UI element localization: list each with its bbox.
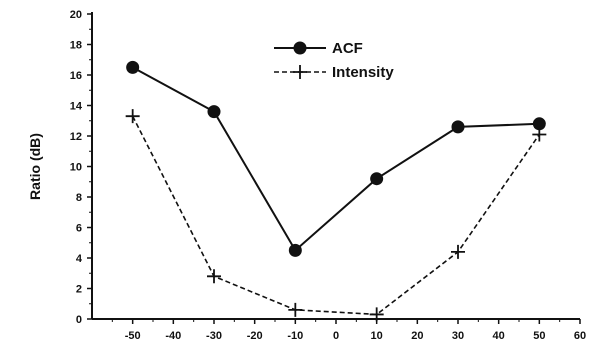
x-tick-label: 40: [493, 330, 505, 342]
y-tick-label: 2: [76, 284, 82, 296]
x-tick-label: 30: [452, 330, 464, 342]
x-tick-label: 50: [533, 330, 545, 342]
data-point-intensity: [532, 127, 547, 142]
y-tick-label: 8: [76, 192, 82, 204]
legend-marker-intensity: [293, 65, 307, 79]
y-tick-label: 16: [70, 70, 82, 82]
legend-label-intensity: Intensity: [332, 64, 394, 81]
x-tick-label: 10: [371, 330, 383, 342]
y-tick-label: 14: [70, 101, 83, 113]
x-tick-label: 20: [411, 330, 423, 342]
legend-marker-acf: [293, 41, 307, 55]
data-point-acf: [288, 243, 302, 257]
data-point-intensity: [451, 244, 465, 259]
y-tick-label: 18: [70, 40, 82, 52]
data-point-acf: [207, 105, 221, 119]
data-point-intensity: [369, 307, 384, 322]
y-axis-label: Ratio (dB): [27, 133, 43, 200]
x-tick-label: -50: [125, 330, 141, 342]
data-point-acf: [451, 120, 465, 134]
y-tick-label: 4: [76, 253, 83, 265]
data-point-intensity: [288, 302, 303, 317]
y-tick-label: 6: [76, 223, 82, 235]
y-tick-label: 12: [70, 131, 82, 143]
data-point-intensity: [207, 269, 221, 284]
x-tick-label: -20: [247, 330, 263, 342]
y-axis: 0 2 4 6 8 10 12 14 16 18 20: [70, 9, 93, 326]
series-line-acf: [132, 66, 540, 252]
data-point-acf: [532, 117, 546, 131]
y-tick-label: 0: [76, 314, 82, 326]
x-tick-label: -10: [287, 330, 303, 342]
data-point-acf: [370, 172, 384, 186]
plot-series: [125, 60, 547, 322]
data-point-intensity: [125, 109, 140, 124]
series-line-intensity: [131, 115, 540, 316]
y-tick-label: 10: [70, 162, 82, 174]
x-tick-label: -30: [206, 330, 222, 342]
x-axis: -50 -40 -30 -20 -10 0 10 20 30 40 50 60: [92, 318, 586, 342]
y-tick-label: 20: [70, 9, 82, 21]
data-point-acf: [126, 60, 140, 74]
x-tick-label: 0: [333, 330, 339, 342]
x-tick-label: -40: [165, 330, 181, 342]
legend-label-acf: ACF: [332, 40, 363, 57]
legend: ACF Intensity: [274, 40, 394, 81]
x-tick-label: 60: [574, 330, 586, 342]
